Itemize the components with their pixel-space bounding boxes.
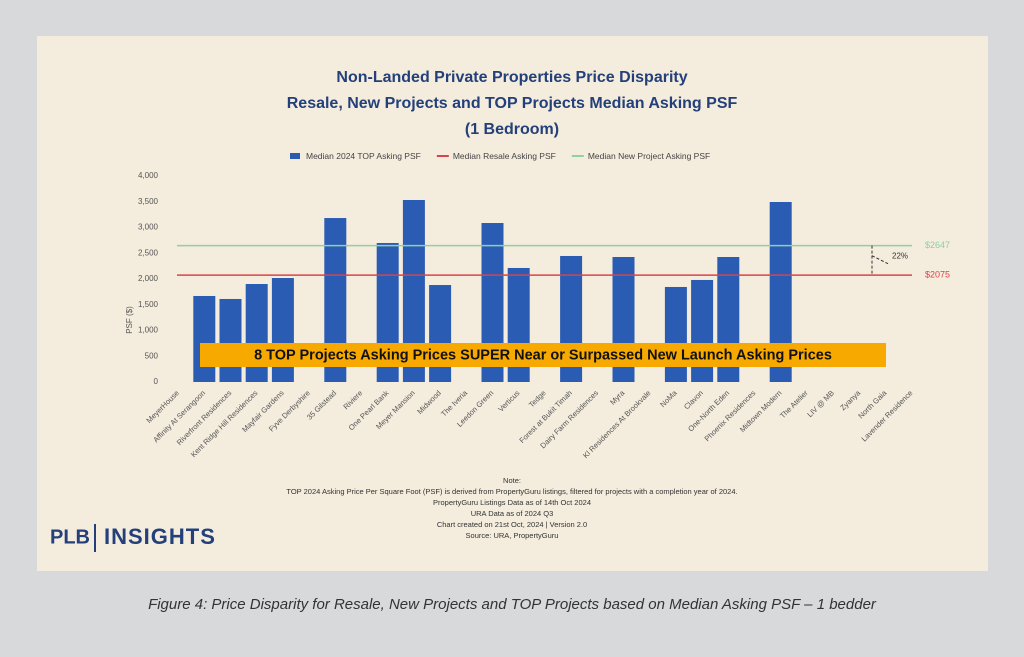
note: Source: URA, PropertyGuru	[466, 531, 559, 540]
chart-title: Non-Landed Private Properties Price Disp…	[336, 69, 687, 86]
bar	[324, 218, 347, 382]
chart-title: Resale, New Projects and TOP Projects Me…	[287, 95, 738, 112]
y-tick-label: 2,500	[138, 248, 159, 257]
legend-label: Median 2024 TOP Asking PSF	[306, 151, 421, 161]
y-tick-label: 0	[154, 377, 159, 386]
note: URA Data as of 2024 Q3	[471, 509, 554, 518]
y-tick-label: 3,500	[138, 197, 159, 206]
y-tick-label: 2,000	[138, 274, 159, 283]
bar	[769, 202, 792, 382]
logo: INSIGHTS	[104, 524, 216, 549]
legend-swatch	[290, 153, 300, 159]
banner-bg	[200, 343, 886, 367]
reference-label: $2075	[925, 270, 950, 280]
y-axis-label: PSF ($)	[125, 306, 134, 334]
annotation-bracket	[871, 255, 889, 265]
note: Chart created on 21st Oct, 2024 | Versio…	[437, 520, 587, 529]
annotation: 22%	[892, 252, 908, 261]
bar	[193, 295, 216, 382]
bar	[245, 283, 268, 382]
y-tick-label: 500	[145, 351, 159, 360]
bar	[219, 298, 242, 382]
y-tick-label: 1,500	[138, 300, 159, 309]
chart-title: (1 Bedroom)	[465, 121, 559, 138]
y-tick-label: 3,000	[138, 223, 159, 232]
note: PropertyGuru Listings Data as of 14th Oc…	[433, 498, 591, 507]
caption: Figure 4: Price Disparity for Resale, Ne…	[148, 596, 877, 613]
bar	[481, 223, 504, 382]
y-tick-label: 1,000	[138, 326, 159, 335]
banner: 8 TOP Projects Asking Prices SUPER Near …	[254, 347, 832, 363]
y-tick-label: 4,000	[138, 171, 159, 180]
bar	[664, 286, 687, 382]
bar	[429, 285, 452, 382]
reference-label: $2647	[925, 240, 950, 250]
legend-label: Median Resale Asking PSF	[453, 151, 556, 161]
legend-label: Median New Project Asking PSF	[588, 151, 710, 161]
note: TOP 2024 Asking Price Per Square Foot (P…	[286, 487, 737, 496]
logo: PLB	[50, 526, 90, 548]
note: Note:	[503, 476, 521, 485]
